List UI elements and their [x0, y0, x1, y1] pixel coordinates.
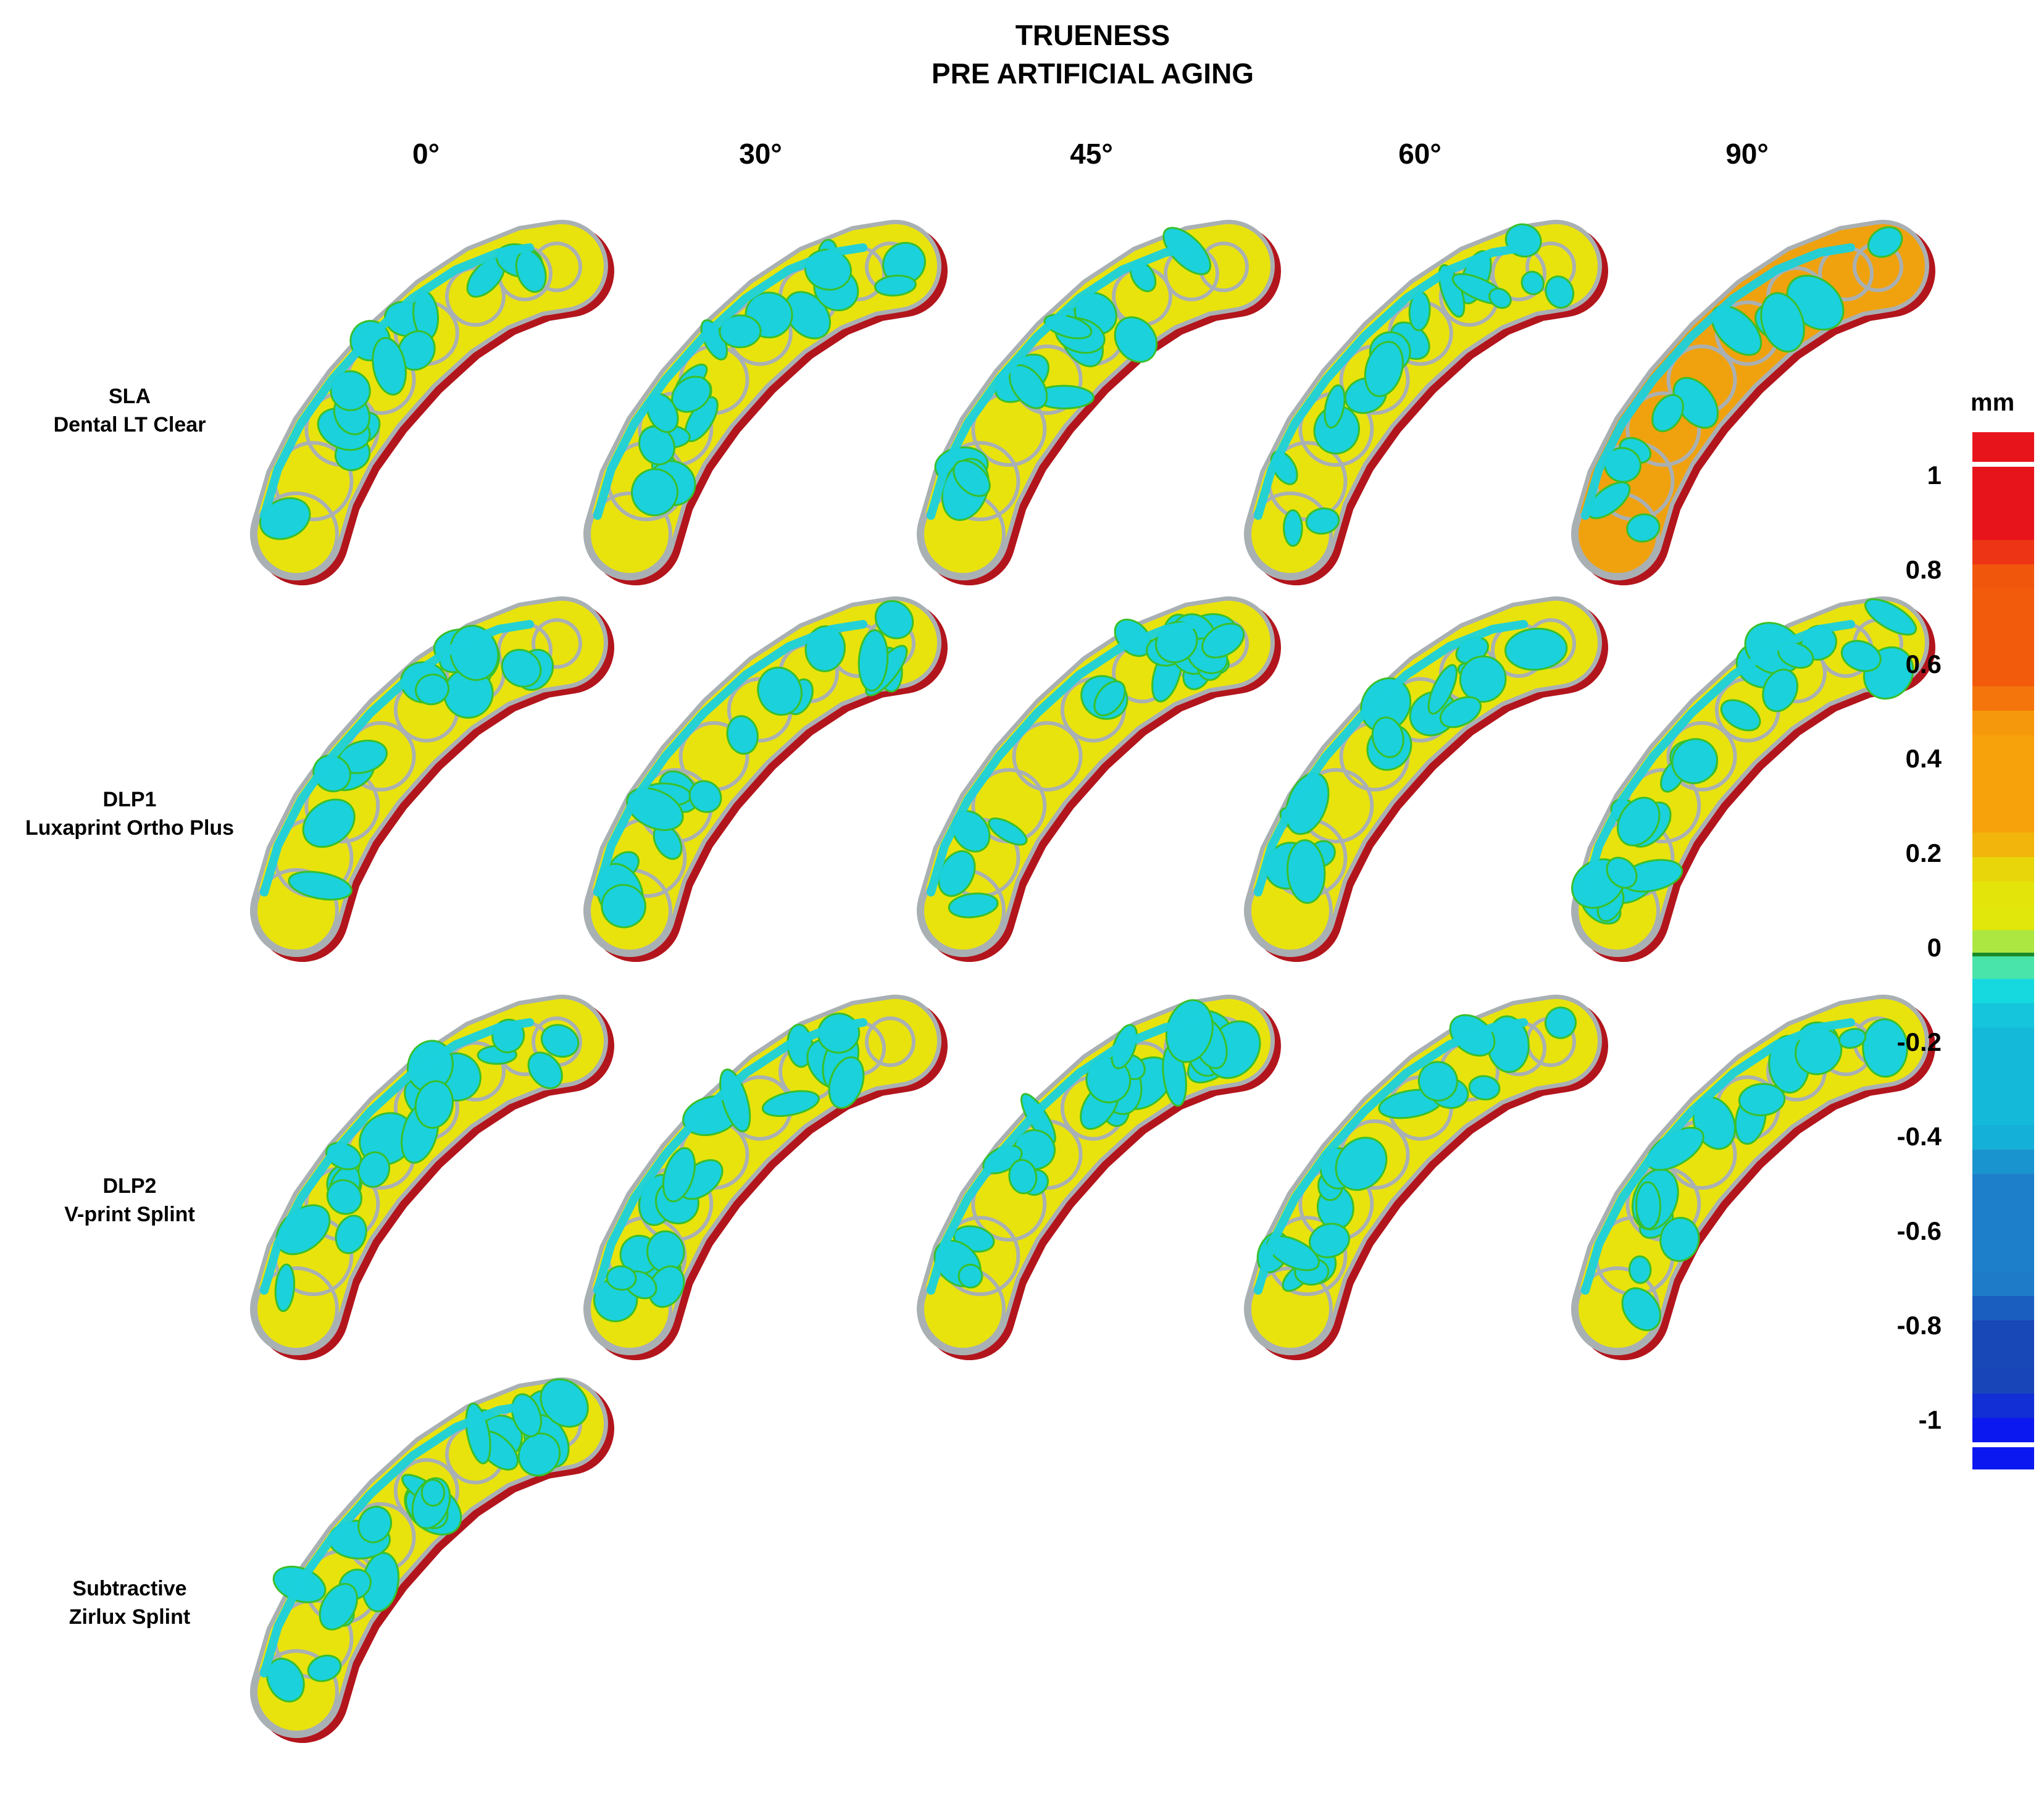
column-header-60: 60°: [1398, 138, 1441, 170]
column-header-0: 0°: [412, 138, 440, 170]
column-header-45: 45°: [1070, 138, 1113, 170]
deviation-map-r1-c2: [907, 596, 1281, 966]
legend-unit: mm: [1971, 389, 2015, 416]
deviation-map-r0-c0: [241, 220, 614, 590]
color-scale-bar: [1972, 432, 2034, 1469]
legend-tick-label: 0: [1927, 933, 1942, 962]
legend-tick-label: 0.2: [1905, 838, 1942, 867]
row-label-subtractive: Subtractive Zirlux Splint: [69, 1577, 191, 1629]
legend-tick-label: 1: [1927, 461, 1942, 490]
deviation-map-r0-c2: [907, 220, 1281, 590]
title-line-2: PRE ARTIFICIAL AGING: [931, 57, 1254, 90]
deviation-map-r0-c1: [574, 220, 948, 590]
row-label-sla: SLA Dental LT Clear: [53, 385, 206, 437]
column-header-30: 30°: [739, 138, 782, 170]
column-header-90: 90°: [1725, 138, 1769, 170]
deviation-map-r2-c3: [1235, 995, 1608, 1364]
deviation-map-r1-c4: [1562, 596, 1935, 966]
row-label-dlp1: DLP1 Luxaprint Ortho Plus: [25, 788, 235, 840]
legend-tick-label: 0.4: [1905, 744, 1942, 773]
figure-title: TRUENESS PRE ARTIFICIAL AGING: [0, 16, 2044, 93]
legend-tick-label: -0.2: [1896, 1027, 1942, 1056]
row-label-dlp2: DLP2 V-print Splint: [64, 1174, 195, 1226]
deviation-map-r0-c4: [1562, 220, 1935, 590]
deviation-map-r1-c3: [1235, 596, 1608, 966]
title-line-1: TRUENESS: [1015, 19, 1170, 51]
deviation-map-r2-c2: [907, 995, 1281, 1364]
deviation-map-r2-c1: [574, 995, 948, 1364]
deviation-map-r0-c3: [1235, 220, 1608, 590]
deviation-map-r3-c0: [241, 1377, 614, 1747]
legend-tick-label: 0.6: [1905, 650, 1942, 679]
deviation-map-r2-c4: [1562, 995, 1935, 1364]
legend-tick-label: -0.8: [1896, 1311, 1942, 1340]
legend-tick-label: 0.8: [1905, 555, 1942, 584]
legend-tick-label: -0.4: [1896, 1122, 1942, 1151]
legend-tick-label: -1: [1918, 1405, 1942, 1434]
legend-tick-label: -0.6: [1896, 1216, 1942, 1245]
deviation-map-r1-c1: [574, 596, 948, 966]
deviation-map-r2-c0: [241, 995, 614, 1364]
deviation-map-r1-c0: [241, 596, 614, 966]
